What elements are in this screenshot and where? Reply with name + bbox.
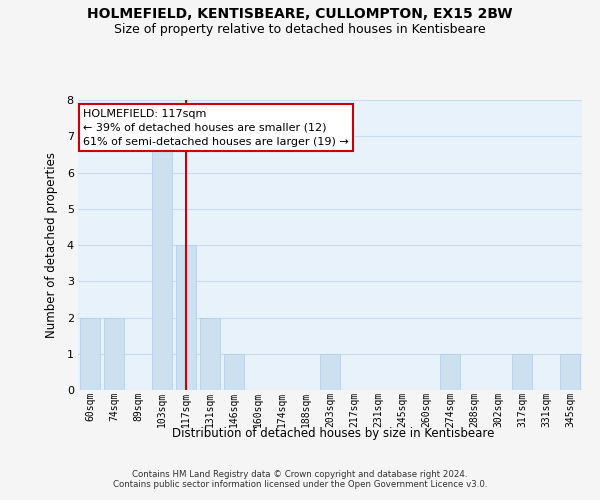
Bar	[440, 354, 460, 390]
Bar	[176, 245, 196, 390]
Bar	[512, 354, 532, 390]
Bar	[152, 136, 172, 390]
Text: Distribution of detached houses by size in Kentisbeare: Distribution of detached houses by size …	[172, 428, 494, 440]
Bar	[80, 318, 100, 390]
Bar	[200, 318, 220, 390]
Text: HOLMEFIELD: 117sqm
← 39% of detached houses are smaller (12)
61% of semi-detache: HOLMEFIELD: 117sqm ← 39% of detached hou…	[83, 108, 349, 146]
Y-axis label: Number of detached properties: Number of detached properties	[46, 152, 58, 338]
Bar	[320, 354, 340, 390]
Bar	[224, 354, 244, 390]
Text: HOLMEFIELD, KENTISBEARE, CULLOMPTON, EX15 2BW: HOLMEFIELD, KENTISBEARE, CULLOMPTON, EX1…	[87, 8, 513, 22]
Text: Contains public sector information licensed under the Open Government Licence v3: Contains public sector information licen…	[113, 480, 487, 489]
Bar	[104, 318, 124, 390]
Text: Contains HM Land Registry data © Crown copyright and database right 2024.: Contains HM Land Registry data © Crown c…	[132, 470, 468, 479]
Text: Size of property relative to detached houses in Kentisbeare: Size of property relative to detached ho…	[114, 22, 486, 36]
Bar	[560, 354, 580, 390]
